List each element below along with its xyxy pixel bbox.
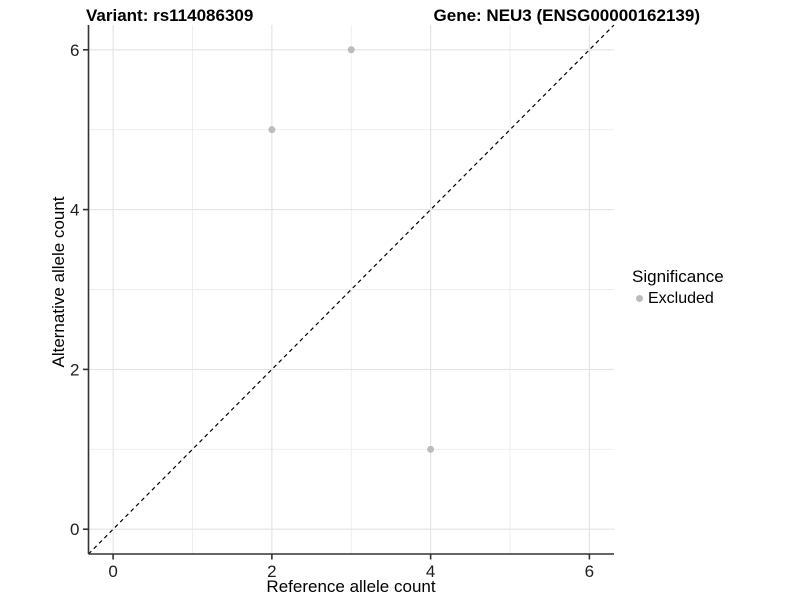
x-tick-label: 6 bbox=[585, 562, 594, 581]
y-tick-label: 2 bbox=[70, 360, 79, 379]
y-axis-label: Alternative allele count bbox=[49, 196, 68, 368]
plot-title-variant: Variant: rs114086309 bbox=[86, 6, 254, 25]
x-tick-label: 2 bbox=[267, 562, 276, 581]
legend: Significance Excluded bbox=[632, 266, 724, 308]
data-point bbox=[427, 445, 435, 453]
legend-title: Significance bbox=[632, 267, 724, 286]
x-tick-label: 4 bbox=[426, 562, 435, 581]
legend-point-icon bbox=[636, 295, 643, 302]
y-tick-label: 4 bbox=[70, 201, 79, 220]
legend-item-excluded: Excluded bbox=[636, 289, 724, 308]
data-point bbox=[347, 46, 355, 54]
y-tick-label: 6 bbox=[70, 41, 79, 60]
x-tick-label: 0 bbox=[108, 562, 117, 581]
y-tick-label: 0 bbox=[70, 520, 79, 539]
legend-item-label: Excluded bbox=[648, 290, 714, 307]
plot-title-gene: Gene: NEU3 (ENSG00000162139) bbox=[433, 6, 700, 25]
x-axis-label: Reference allele count bbox=[266, 577, 436, 596]
data-point bbox=[268, 126, 276, 134]
